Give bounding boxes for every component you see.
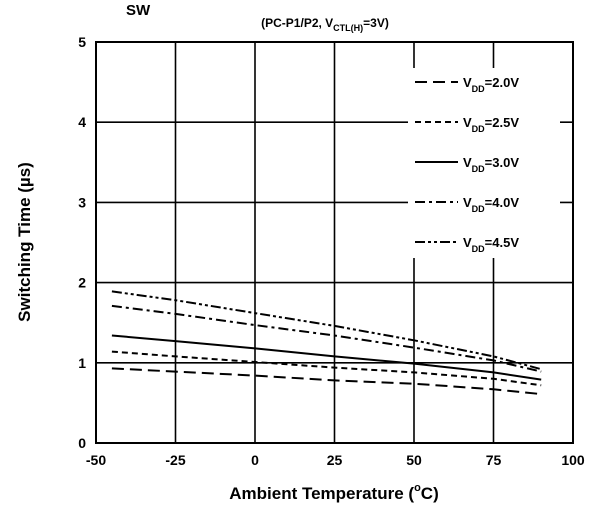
y-tick-label: 1 bbox=[78, 355, 86, 371]
x-tick-label: 100 bbox=[561, 452, 585, 468]
x-axis-label-degree: o bbox=[414, 482, 421, 494]
subtitle-prefix: (PC-P1/P2, V bbox=[261, 16, 333, 30]
subtitle-subscript: CTL(H) bbox=[333, 23, 363, 33]
y-axis-label: Switching Time (µs) bbox=[15, 162, 34, 322]
x-tick-label: -25 bbox=[165, 452, 185, 468]
legend-label-2: VDD=2.5V bbox=[463, 115, 519, 134]
chart-title-fragment: SW bbox=[126, 2, 151, 19]
series-line-3 bbox=[111, 334, 542, 381]
x-axis-label-main: Ambient Temperature ( bbox=[229, 484, 414, 503]
x-tick-label: 25 bbox=[327, 452, 343, 468]
chart-subtitle: (PC-P1/P2, VCTL(H)=3V) bbox=[261, 16, 389, 33]
x-tick-label: 75 bbox=[486, 452, 502, 468]
plot-frame bbox=[95, 41, 574, 444]
x-tick-label: -50 bbox=[86, 452, 106, 468]
x-axis-label-end: C) bbox=[421, 484, 439, 503]
x-tick-label: 0 bbox=[251, 452, 259, 468]
y-tick-label: 5 bbox=[78, 34, 86, 50]
legend-label-3: VDD=3.0V bbox=[463, 155, 519, 174]
series-line-4 bbox=[111, 304, 542, 373]
series-line-2 bbox=[111, 350, 542, 387]
series-line-1 bbox=[111, 367, 542, 396]
tick-labels: -50 -25 0 25 50 75 100 0 1 2 3 4 5 bbox=[78, 34, 585, 468]
x-axis-label: Ambient Temperature (oC) bbox=[229, 482, 439, 503]
y-tick-label: 4 bbox=[78, 114, 86, 130]
x-tick-label: 50 bbox=[406, 452, 422, 468]
legend-label-5: VDD=4.5V bbox=[463, 235, 519, 254]
series-line-5 bbox=[111, 290, 542, 371]
legend: VDD=2.0V VDD=2.5V VDD=3.0V VDD=4.0V VDD=4.5V bbox=[408, 68, 560, 258]
legend-label-4: VDD=4.0V bbox=[463, 195, 519, 214]
y-tick-label: 2 bbox=[78, 275, 86, 291]
series-layer bbox=[111, 290, 542, 396]
y-tick-label: 3 bbox=[78, 194, 86, 210]
y-tick-label: 0 bbox=[78, 435, 86, 451]
subtitle-suffix: =3V) bbox=[363, 16, 389, 30]
legend-label-1: VDD=2.0V bbox=[463, 75, 519, 94]
